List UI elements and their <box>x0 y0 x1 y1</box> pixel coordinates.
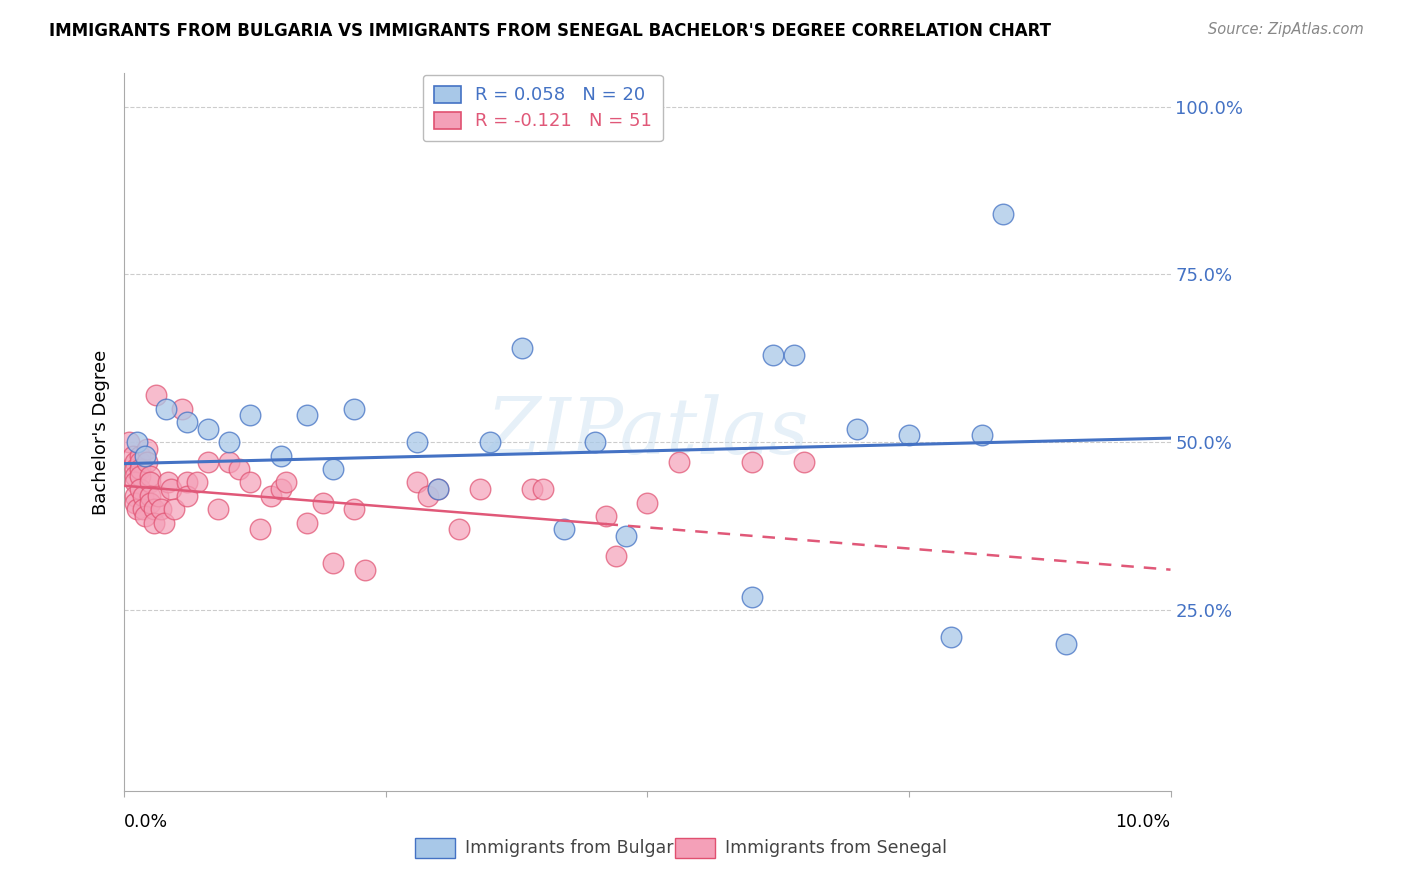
Point <box>1054 636 1077 650</box>
Point <box>406 475 429 490</box>
Point <box>155 401 177 416</box>
Point <box>228 462 250 476</box>
Point <box>322 462 344 476</box>
Text: ZIPatlas: ZIPatlas <box>486 394 808 470</box>
Point <box>510 341 533 355</box>
Point <box>270 482 292 496</box>
Point <box>176 415 198 429</box>
Point <box>134 449 156 463</box>
Point <box>142 502 165 516</box>
Point <box>447 522 470 536</box>
Point <box>125 435 148 450</box>
Point <box>136 455 159 469</box>
Point <box>157 475 180 490</box>
Point <box>132 489 155 503</box>
Text: IMMIGRANTS FROM BULGARIA VS IMMIGRANTS FROM SENEGAL BACHELOR'S DEGREE CORRELATIO: IMMIGRANTS FROM BULGARIA VS IMMIGRANTS F… <box>49 22 1052 40</box>
Point <box>531 482 554 496</box>
Point <box>218 435 240 450</box>
Point <box>297 516 319 530</box>
Point <box>153 516 176 530</box>
Point <box>124 495 146 509</box>
Point <box>197 422 219 436</box>
Point <box>479 435 502 450</box>
Point <box>406 435 429 450</box>
Point <box>312 495 335 509</box>
Point <box>270 449 292 463</box>
Text: Source: ZipAtlas.com: Source: ZipAtlas.com <box>1208 22 1364 37</box>
Text: Immigrants from Bulgaria: Immigrants from Bulgaria <box>464 839 689 857</box>
Point <box>939 630 962 644</box>
Point <box>972 428 994 442</box>
Point <box>845 422 868 436</box>
Point <box>897 428 920 442</box>
Point <box>343 401 366 416</box>
Point <box>354 563 377 577</box>
Point <box>343 502 366 516</box>
Point <box>636 495 658 509</box>
Point <box>176 475 198 490</box>
Point <box>197 455 219 469</box>
Point <box>783 348 806 362</box>
Point <box>124 468 146 483</box>
Point <box>207 502 229 516</box>
Point <box>260 489 283 503</box>
Point <box>146 489 169 503</box>
Point <box>793 455 815 469</box>
Text: Immigrants from Senegal: Immigrants from Senegal <box>724 839 946 857</box>
Point <box>553 522 575 536</box>
Point <box>170 401 193 416</box>
Point <box>595 508 617 523</box>
Point <box>145 388 167 402</box>
Point <box>118 435 141 450</box>
Point <box>129 468 152 483</box>
Point <box>239 409 262 423</box>
Legend: R = 0.058   N = 20, R = -0.121   N = 51: R = 0.058 N = 20, R = -0.121 N = 51 <box>423 75 662 141</box>
Point <box>322 556 344 570</box>
Point <box>129 449 152 463</box>
Point <box>139 468 162 483</box>
Y-axis label: Bachelor's Degree: Bachelor's Degree <box>93 350 110 515</box>
Point <box>186 475 208 490</box>
Text: 0.0%: 0.0% <box>124 814 169 831</box>
Point <box>129 462 152 476</box>
Text: 10.0%: 10.0% <box>1115 814 1171 831</box>
Point <box>136 442 159 456</box>
Point <box>160 482 183 496</box>
Point <box>124 489 146 503</box>
Point <box>124 475 146 490</box>
Point <box>991 207 1014 221</box>
Point <box>741 590 763 604</box>
Point <box>125 502 148 516</box>
Point <box>668 455 690 469</box>
Point <box>741 455 763 469</box>
Point <box>583 435 606 450</box>
Point <box>605 549 627 564</box>
Point <box>276 475 298 490</box>
Point <box>142 516 165 530</box>
Point <box>427 482 450 496</box>
Point <box>139 495 162 509</box>
Point <box>427 482 450 496</box>
Point <box>239 475 262 490</box>
Point <box>176 489 198 503</box>
Point <box>139 475 162 490</box>
Point <box>249 522 271 536</box>
Point <box>121 449 143 463</box>
Point <box>134 508 156 523</box>
Point <box>129 482 152 496</box>
Point <box>218 455 240 469</box>
Point <box>762 348 785 362</box>
Point <box>297 409 319 423</box>
Point <box>129 455 152 469</box>
Point <box>139 489 162 503</box>
Point <box>124 462 146 476</box>
Point <box>149 502 172 516</box>
Point <box>124 455 146 469</box>
Point <box>132 502 155 516</box>
Point <box>616 529 638 543</box>
Point <box>522 482 544 496</box>
Point <box>416 489 439 503</box>
Point <box>468 482 491 496</box>
Point <box>163 502 186 516</box>
